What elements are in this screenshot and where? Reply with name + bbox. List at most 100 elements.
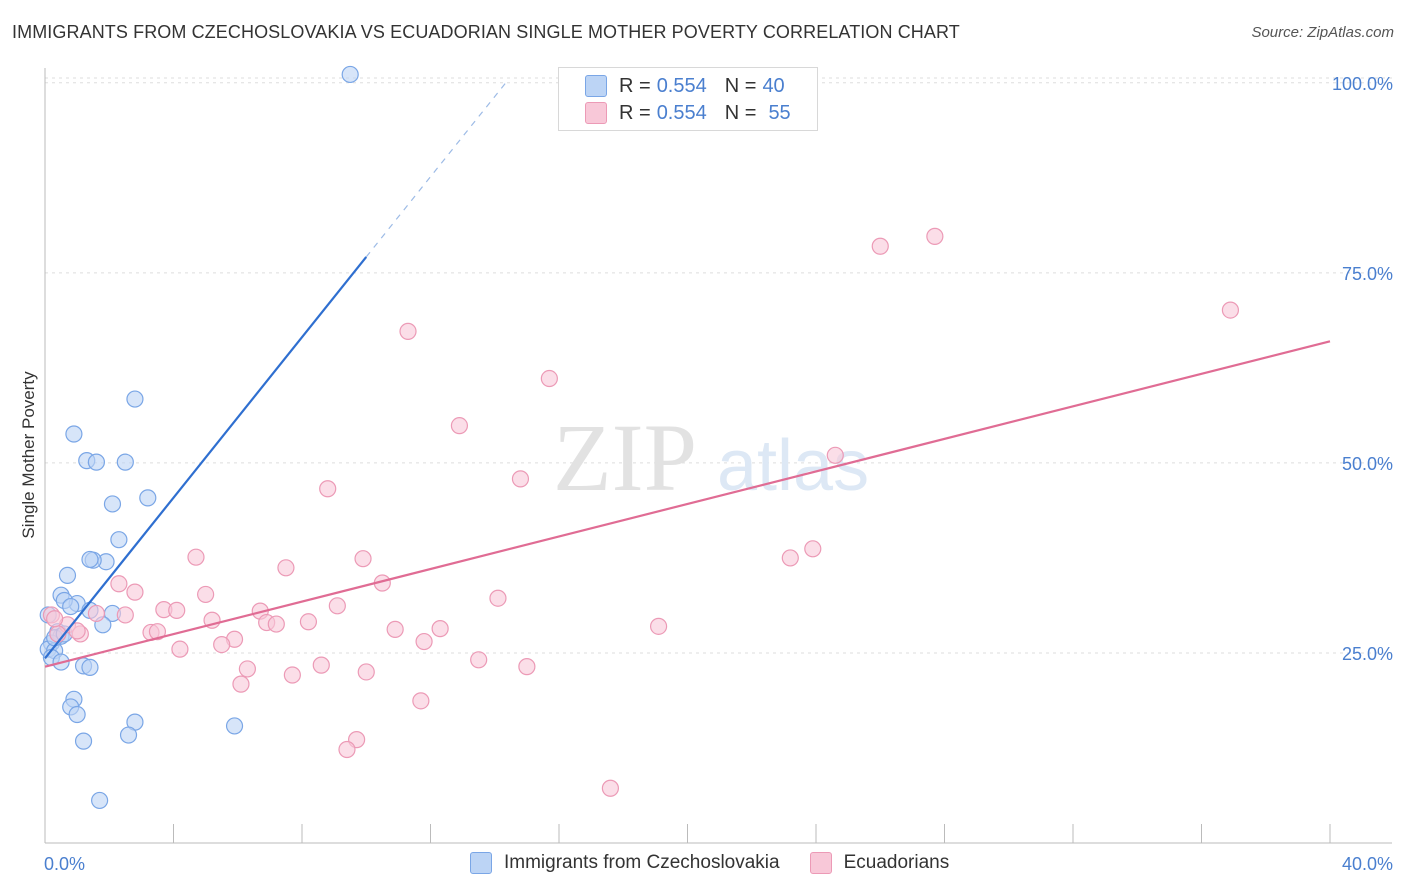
pink-data-point: [232, 675, 250, 693]
blue-data-point: [74, 732, 93, 750]
pink-data-point: [171, 640, 189, 658]
legend-label: Immigrants from Czechoslovakia: [504, 852, 780, 873]
pink-data-point: [412, 692, 430, 710]
y-tick-label: 75.0%: [1342, 264, 1393, 284]
pink-data-point: [68, 622, 86, 640]
grid-lines: [45, 77, 1392, 654]
y-tick-label: 50.0%: [1342, 454, 1393, 474]
blue-data-point: [116, 453, 134, 471]
blue-data-point: [68, 705, 86, 724]
blue-data-point: [81, 550, 99, 569]
y-tick-label: 100.0%: [1332, 74, 1393, 94]
x-tick-label: 40.0%: [1342, 854, 1393, 874]
pink-data-point: [148, 623, 167, 641]
watermark: ZIP atlas: [553, 404, 869, 511]
pink-data-point: [116, 606, 134, 624]
n-value: 40: [762, 74, 785, 97]
stats-row-ecuadorians: R = 0.554 N = 55: [585, 100, 791, 126]
pink-data-point: [283, 666, 301, 684]
pink-data-point: [213, 635, 231, 654]
pink-data-point: [601, 779, 620, 797]
watermark-zip: ZIP: [553, 404, 697, 511]
pink-data-point: [431, 620, 449, 638]
r-label: R =: [619, 101, 651, 124]
blue-trend-extension: [365, 80, 509, 258]
x-tick-label: 0.0%: [44, 854, 85, 874]
blue-data-point: [58, 566, 77, 585]
r-value: 0.554: [656, 74, 707, 97]
pink-data-point: [126, 583, 144, 601]
pink-data-point: [238, 660, 256, 678]
series-legend: Immigrants from Czechoslovakia Ecuadoria…: [470, 852, 979, 874]
stats-legend: R = 0.554 N = 40 R = 0.554 N = 55: [558, 67, 818, 131]
source-label: Source: ZipAtlas.com: [1251, 24, 1394, 41]
pink-data-point: [649, 617, 668, 635]
pink-data-point: [267, 615, 285, 633]
pink-data-point: [470, 651, 488, 669]
pink-data-point: [386, 620, 404, 638]
pink-swatch-icon: [809, 852, 832, 874]
pink-data-point: [338, 740, 356, 759]
pink-data-point: [826, 446, 844, 464]
tick-labels: 25.0% 50.0% 75.0% 100.0% 0.0% 40.0%: [44, 74, 1393, 874]
blue-data-point: [103, 495, 122, 513]
y-tick-label: 25.0%: [1342, 644, 1393, 664]
n-value: 55: [768, 101, 791, 124]
watermark-atlas: atlas: [717, 426, 869, 506]
pink-data-point: [926, 227, 944, 245]
pink-swatch-icon: [585, 102, 607, 124]
pink-data-point: [511, 470, 530, 488]
axes: [44, 68, 1392, 844]
pink-data-point: [489, 589, 507, 607]
pink-data-point: [299, 613, 318, 631]
pink-data-point: [871, 237, 889, 255]
pink-data-point: [168, 601, 186, 619]
stats-row-czechoslovakia: R = 0.554 N = 40: [585, 73, 785, 99]
legend-item-czechoslovakia: Immigrants from Czechoslovakia: [470, 852, 780, 874]
pink-data-point: [354, 550, 372, 568]
trend-lines: [44, 80, 1331, 668]
n-label: N =: [724, 101, 757, 124]
blue-data-point: [62, 597, 80, 616]
legend-label: Ecuadorians: [843, 852, 950, 873]
blue-swatch-icon: [585, 75, 607, 97]
blue-data-point: [225, 717, 244, 735]
pink-data-point: [319, 480, 337, 498]
r-value: 0.554: [656, 101, 707, 124]
pink-data-point: [46, 610, 64, 628]
blue-data-point: [65, 425, 83, 443]
y-axis-label: Single Mother Poverty: [19, 371, 38, 539]
pink-data-point: [781, 549, 799, 567]
pink-data-point: [804, 540, 822, 558]
pink-data-point: [357, 663, 375, 681]
blue-data-point: [119, 726, 138, 744]
pink-data-point: [399, 322, 417, 340]
pink-data-point: [87, 604, 106, 623]
blue-data-point: [110, 531, 128, 549]
blue-swatch-icon: [470, 852, 492, 874]
pink-data-point: [540, 369, 558, 388]
r-label: R =: [619, 74, 651, 97]
pink-data-point: [197, 585, 215, 604]
blue-data-point: [126, 390, 144, 408]
pink-data-point: [110, 575, 128, 593]
pink-data-point: [312, 656, 330, 674]
n-label: N =: [724, 74, 757, 97]
blue-trend-line: [44, 256, 368, 659]
legend-item-ecuadorians: Ecuadorians: [809, 852, 950, 874]
pink-trend-line: [44, 340, 1331, 668]
pink-data-point: [518, 658, 536, 676]
blue-data-point: [81, 658, 99, 676]
pink-data-point: [277, 559, 295, 577]
blue-data-point: [341, 65, 359, 84]
pink-data-point: [450, 417, 469, 435]
blue-data-point: [139, 489, 157, 507]
blue-data-point: [91, 791, 109, 810]
pink-data-point: [1221, 301, 1240, 319]
blue-data-point: [87, 453, 106, 471]
chart-title: IMMIGRANTS FROM CZECHOSLOVAKIA VS ECUADO…: [12, 22, 960, 42]
pink-data-point: [415, 632, 433, 651]
pink-data-point: [328, 597, 346, 615]
pink-data-point: [187, 548, 205, 566]
